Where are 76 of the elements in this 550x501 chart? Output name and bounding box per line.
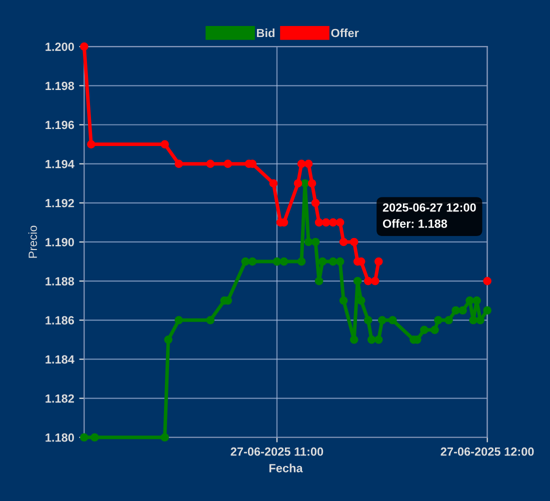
y-tick-label: 1.196 bbox=[46, 120, 74, 130]
point bbox=[336, 257, 344, 266]
point bbox=[86, 140, 96, 148]
x-tick-label: 27-06-2025 12:00 bbox=[440, 447, 534, 456]
point bbox=[452, 306, 460, 315]
point bbox=[304, 160, 313, 168]
point bbox=[388, 316, 397, 324]
point bbox=[160, 433, 169, 442]
annotation: 2025-06-27 12:00 Offer: 1.188 bbox=[382, 203, 476, 228]
point bbox=[304, 238, 313, 246]
point bbox=[280, 257, 288, 266]
point bbox=[297, 257, 306, 266]
point bbox=[378, 316, 386, 324]
point bbox=[80, 433, 88, 442]
point bbox=[206, 160, 215, 168]
point bbox=[364, 316, 372, 324]
point bbox=[466, 296, 474, 305]
x-tick-label: 27-06-2025 11:00 bbox=[230, 447, 324, 456]
point bbox=[458, 306, 467, 315]
point bbox=[472, 296, 481, 305]
point bbox=[206, 316, 215, 324]
point bbox=[367, 336, 376, 344]
point bbox=[328, 257, 338, 266]
point bbox=[90, 433, 99, 442]
point bbox=[160, 140, 169, 148]
point bbox=[339, 296, 348, 305]
point bbox=[311, 198, 320, 208]
point bbox=[174, 316, 183, 324]
point bbox=[224, 160, 232, 168]
point bbox=[370, 276, 380, 286]
x-axis-title: Fecha bbox=[269, 464, 303, 472]
legend-label: Offer bbox=[331, 28, 359, 38]
point bbox=[174, 160, 183, 168]
y-tick-label: 1.198 bbox=[46, 82, 74, 90]
point bbox=[164, 336, 172, 344]
point bbox=[469, 316, 478, 324]
legend-label: Bid bbox=[257, 28, 274, 38]
y-axis-title: Precio bbox=[28, 226, 37, 258]
point bbox=[350, 336, 358, 344]
point bbox=[420, 326, 428, 334]
point bbox=[272, 257, 282, 266]
point bbox=[241, 257, 250, 266]
y-tick-label: 1.180 bbox=[46, 433, 74, 442]
y-tick-label: 1.194 bbox=[46, 160, 74, 168]
point bbox=[353, 276, 362, 286]
point bbox=[308, 179, 316, 188]
y-tick-label: 1.200 bbox=[46, 42, 74, 51]
point bbox=[374, 257, 383, 266]
y-tick-label: 1.186 bbox=[46, 316, 74, 325]
point bbox=[314, 276, 324, 286]
point bbox=[336, 218, 344, 227]
point bbox=[374, 336, 383, 344]
point bbox=[483, 306, 492, 315]
point bbox=[430, 326, 439, 334]
point bbox=[350, 238, 358, 246]
point bbox=[444, 316, 453, 324]
y-tick-label: 1.190 bbox=[46, 238, 74, 246]
y-tick-label: 1.192 bbox=[46, 198, 74, 208]
point bbox=[318, 257, 327, 266]
point bbox=[339, 238, 348, 246]
y-tick-label: 1.182 bbox=[46, 394, 74, 403]
y-tick-label: 1.184 bbox=[46, 355, 74, 364]
point bbox=[434, 316, 442, 324]
point bbox=[476, 316, 484, 324]
point bbox=[483, 276, 492, 286]
y-tick-label: 1.188 bbox=[46, 277, 74, 286]
point bbox=[328, 218, 338, 227]
point bbox=[297, 160, 306, 168]
point bbox=[248, 257, 257, 266]
point bbox=[80, 42, 88, 51]
point bbox=[311, 238, 320, 246]
point bbox=[322, 218, 330, 227]
point bbox=[294, 179, 302, 188]
point bbox=[269, 179, 278, 188]
point bbox=[364, 276, 372, 286]
point bbox=[314, 218, 324, 227]
